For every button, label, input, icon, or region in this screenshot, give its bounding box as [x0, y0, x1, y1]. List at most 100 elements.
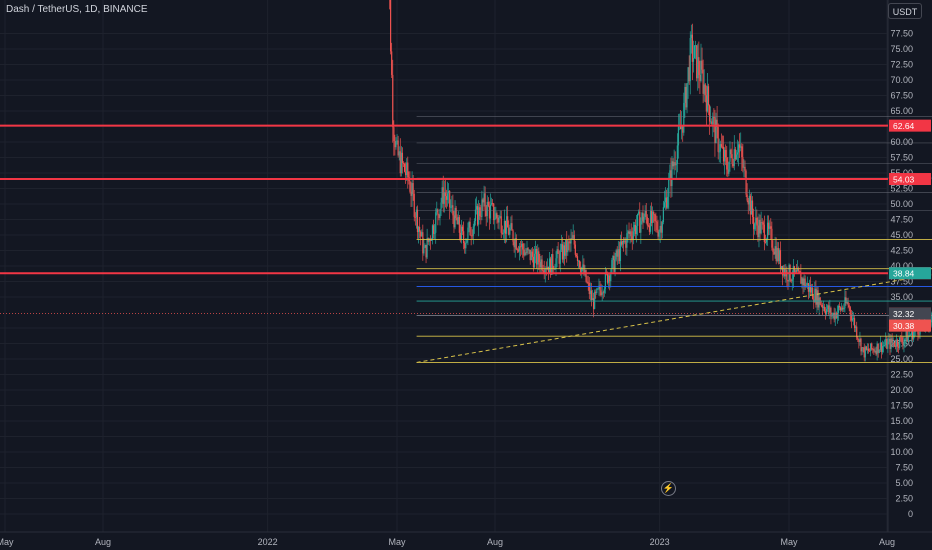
candle-body: [407, 162, 409, 178]
candle-body: [617, 249, 619, 257]
candle-body: [390, 0, 392, 52]
candle-body: [585, 270, 587, 282]
candle-body: [445, 196, 448, 200]
candle-body: [561, 244, 564, 260]
candle-body: [797, 268, 799, 272]
candle-body: [863, 347, 865, 358]
price-label: 54.03: [893, 175, 915, 185]
candle-body: [440, 202, 442, 210]
candle-body: [684, 86, 686, 103]
candle-body: [588, 282, 590, 295]
candle-body: [803, 278, 805, 286]
candle-body: [628, 231, 630, 234]
candle-body: [551, 254, 553, 275]
candle-body: [695, 45, 697, 47]
candle-body: [609, 275, 611, 282]
candle-body: [719, 144, 721, 152]
candle-body: [896, 339, 899, 347]
candle-body: [405, 171, 407, 176]
candle-body: [699, 74, 701, 81]
candle-body: [487, 201, 489, 207]
candle-body: [555, 258, 557, 269]
candle-body: [464, 243, 466, 249]
candle-body: [444, 192, 446, 197]
candle-body: [510, 223, 512, 229]
candle-body: [463, 231, 465, 244]
candle-body: [811, 287, 813, 293]
candle-body: [525, 252, 527, 254]
candle-body: [714, 117, 716, 144]
candle-body: [428, 238, 430, 242]
candle-body: [818, 297, 820, 308]
candle-body: [596, 288, 598, 294]
candle-body: [438, 214, 440, 218]
candle-body: [414, 216, 416, 218]
candle-body: [806, 283, 808, 286]
candle-body: [473, 221, 475, 227]
candle-body: [801, 278, 803, 284]
candle-body: [556, 249, 558, 259]
candle-body: [629, 231, 631, 234]
candle-body: [652, 211, 654, 223]
candle-body: [527, 248, 529, 250]
candle-body: [497, 217, 499, 223]
candle-body: [669, 170, 671, 180]
price-axis-tick: 50.00: [890, 199, 913, 209]
candle-body: [697, 57, 699, 79]
lightning-icon[interactable]: ⚡: [661, 481, 676, 496]
candle-body: [884, 345, 886, 346]
candle-body: [637, 213, 639, 226]
candle-body: [668, 179, 670, 197]
candle-body: [849, 307, 851, 315]
candle-body: [443, 192, 445, 204]
candle-body: [753, 217, 755, 230]
candle-body: [470, 235, 472, 237]
candle-body: [787, 280, 789, 282]
candle-body: [875, 350, 877, 355]
candle-body: [480, 216, 482, 217]
candle-body: [650, 210, 653, 223]
candle-body: [579, 260, 581, 268]
candle-body: [412, 183, 414, 194]
candle-body: [879, 342, 881, 350]
candle-body: [733, 149, 735, 167]
candle-body: [557, 249, 559, 254]
candle-body: [756, 217, 758, 226]
candle-body: [594, 291, 596, 309]
candle-body: [481, 199, 483, 217]
candle-body: [918, 334, 920, 336]
candle-body: [618, 249, 620, 262]
candle-body: [619, 241, 622, 262]
candle-body: [855, 326, 857, 329]
candle-body: [499, 216, 501, 218]
price-axis-tick: 70.00: [890, 75, 913, 85]
candle-body: [475, 206, 478, 210]
candle-body: [913, 332, 915, 340]
candle-body: [826, 309, 828, 315]
candle-body: [683, 102, 685, 133]
candle-body: [613, 255, 615, 272]
time-axis: MayAug2022MayAug2023MayAug2024AprJulOct2…: [0, 531, 932, 547]
candle-body: [577, 260, 580, 262]
candle-body: [895, 339, 898, 347]
candle-body: [592, 298, 595, 309]
candle-body: [612, 255, 614, 261]
candle-body: [710, 121, 712, 123]
candle-body: [776, 248, 778, 262]
candle-body: [799, 271, 801, 273]
candle-body: [514, 238, 516, 248]
candle-body: [830, 307, 832, 317]
candle-body: [729, 149, 731, 162]
candle-body: [681, 125, 683, 130]
candle-body: [419, 226, 421, 232]
candle-body: [888, 339, 890, 342]
candle-body: [704, 84, 706, 96]
price-axis-tick: 12.50: [890, 432, 913, 442]
currency-button[interactable]: USDT: [888, 3, 922, 19]
symbol-title: Dash / TetherUS, 1D, BINANCE: [6, 4, 148, 15]
candle-body: [750, 200, 753, 215]
candle-body: [822, 306, 825, 308]
candle-body: [754, 223, 756, 230]
price-axis-tick: 60.00: [890, 137, 913, 147]
